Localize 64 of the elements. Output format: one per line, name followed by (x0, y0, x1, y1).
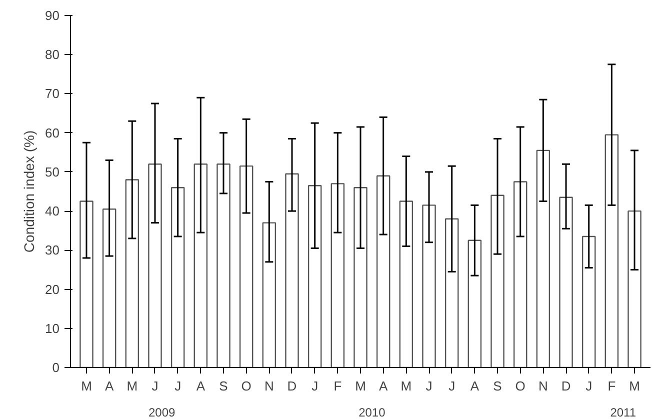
bar (536, 150, 550, 368)
x-tick-label: F (608, 378, 616, 394)
y-tick-label: 20 (45, 282, 60, 297)
x-tick-label: O (241, 378, 252, 394)
bar (285, 173, 299, 368)
bar (628, 210, 642, 368)
bar (194, 164, 208, 368)
y-tick-label: 60 (45, 125, 60, 140)
x-tick-label: D (561, 378, 571, 394)
y-tick-label: 70 (45, 86, 60, 102)
x-tick-label: J (426, 378, 432, 394)
bar (125, 179, 140, 368)
bar (559, 196, 573, 368)
x-tick-label: M (355, 378, 366, 394)
x-tick-label: J (174, 378, 182, 394)
x-tick-label: J (152, 378, 158, 394)
y-tick-label: 30 (45, 242, 60, 258)
x-tick-label: D (287, 378, 297, 394)
y-tick-label: 90 (45, 8, 60, 23)
bar (308, 185, 322, 368)
y-tick-label: 50 (45, 164, 60, 180)
x-tick-label: S (493, 378, 502, 394)
bar (399, 200, 414, 368)
x-tick-label: M (400, 378, 412, 394)
x-tick-label: F (334, 378, 342, 394)
bar (604, 134, 619, 368)
bar (170, 186, 185, 368)
bar (330, 183, 345, 368)
bar (262, 222, 276, 368)
bar (468, 240, 482, 368)
y-tick-label: 40 (45, 204, 60, 219)
x-tick-label: J (586, 378, 592, 394)
bar (376, 175, 390, 368)
x-tick-label: N (264, 378, 274, 394)
x-tick-label: J (448, 378, 456, 394)
x-tick-label: M (629, 378, 640, 394)
bar (80, 200, 94, 368)
bar (216, 164, 230, 368)
text: 2011 (610, 406, 636, 419)
y-tick-label: 10 (45, 320, 60, 336)
bar (148, 164, 162, 368)
x-tick-label: M (126, 378, 138, 394)
x-tick-label: N (538, 378, 548, 394)
x-tick-label: O (515, 378, 526, 394)
x-tick-label: A (379, 378, 388, 394)
x-tick-label: A (196, 378, 206, 394)
bar (239, 165, 254, 368)
y-tick-label: 80 (45, 47, 60, 62)
x-tick-label: A (104, 378, 114, 394)
bar (513, 181, 528, 368)
x-tick-label: S (219, 378, 228, 394)
text: 2010 (358, 406, 386, 419)
y-tick-label: 0 (52, 360, 60, 375)
x-tick-label: A (470, 378, 480, 394)
bar (354, 186, 368, 368)
x-tick-label: M (81, 378, 92, 394)
text: 2009 (148, 406, 176, 419)
bar (102, 208, 116, 368)
x-tick-label: J (312, 378, 318, 394)
y-axis-title: Condition index (%) (21, 130, 38, 253)
bar (490, 194, 504, 368)
bar (582, 236, 596, 368)
bar (422, 204, 436, 368)
bar (444, 218, 459, 368)
